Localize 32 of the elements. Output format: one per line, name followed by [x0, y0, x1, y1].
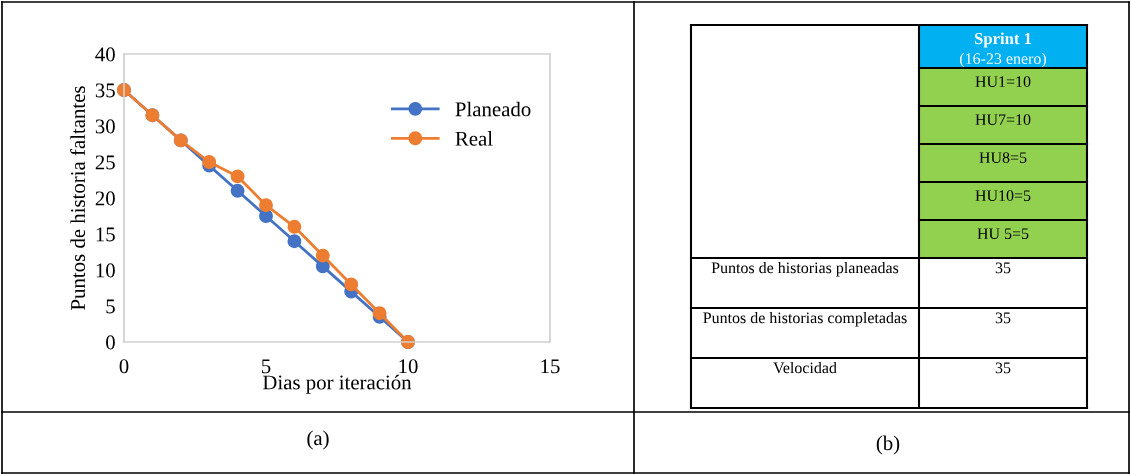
x-tick-label: 5 [262, 359, 271, 374]
y-tick-label: 30 [95, 119, 115, 134]
y-axis-title: Puntos de historia faltantes [70, 86, 86, 310]
text: HU8=5 [979, 152, 1027, 163]
y-tick-label: 15 [96, 227, 115, 242]
y-tick-label: 40 [95, 47, 115, 62]
text: (a) [307, 430, 329, 450]
text: 35 [995, 362, 1011, 374]
text: 35 [995, 312, 1011, 324]
y-tick-label: 35 [95, 83, 115, 98]
y-tick-label: 20 [95, 191, 115, 206]
text: (b) [876, 435, 900, 455]
x-tick-label: 15 [541, 359, 560, 374]
x-tick-label: 0 [119, 359, 129, 374]
legend-label: Real [455, 131, 493, 146]
text: HU7=10 [975, 114, 1031, 125]
y-tick-label: 25 [95, 155, 115, 170]
text: Velocidad [773, 362, 837, 374]
text: HU10=5 [975, 190, 1031, 201]
text: Puntos de historias planeadas [711, 262, 899, 277]
x-tick-label: 10 [399, 359, 418, 374]
text: Puntos de historias completadas [703, 312, 907, 327]
text: HU1=10 [975, 76, 1031, 87]
y-tick-label: 5 [106, 299, 115, 314]
legend-label: Planeado [455, 101, 531, 117]
text: Sprint 1 [974, 32, 1032, 48]
text: (16-23 enero) [960, 52, 1046, 68]
x-axis-title: Dias por iteración [262, 374, 412, 394]
text: HU 5=5 [977, 228, 1029, 239]
text: 35 [995, 262, 1011, 274]
y-tick-label: 10 [96, 263, 115, 278]
y-tick-label: 0 [106, 335, 115, 350]
